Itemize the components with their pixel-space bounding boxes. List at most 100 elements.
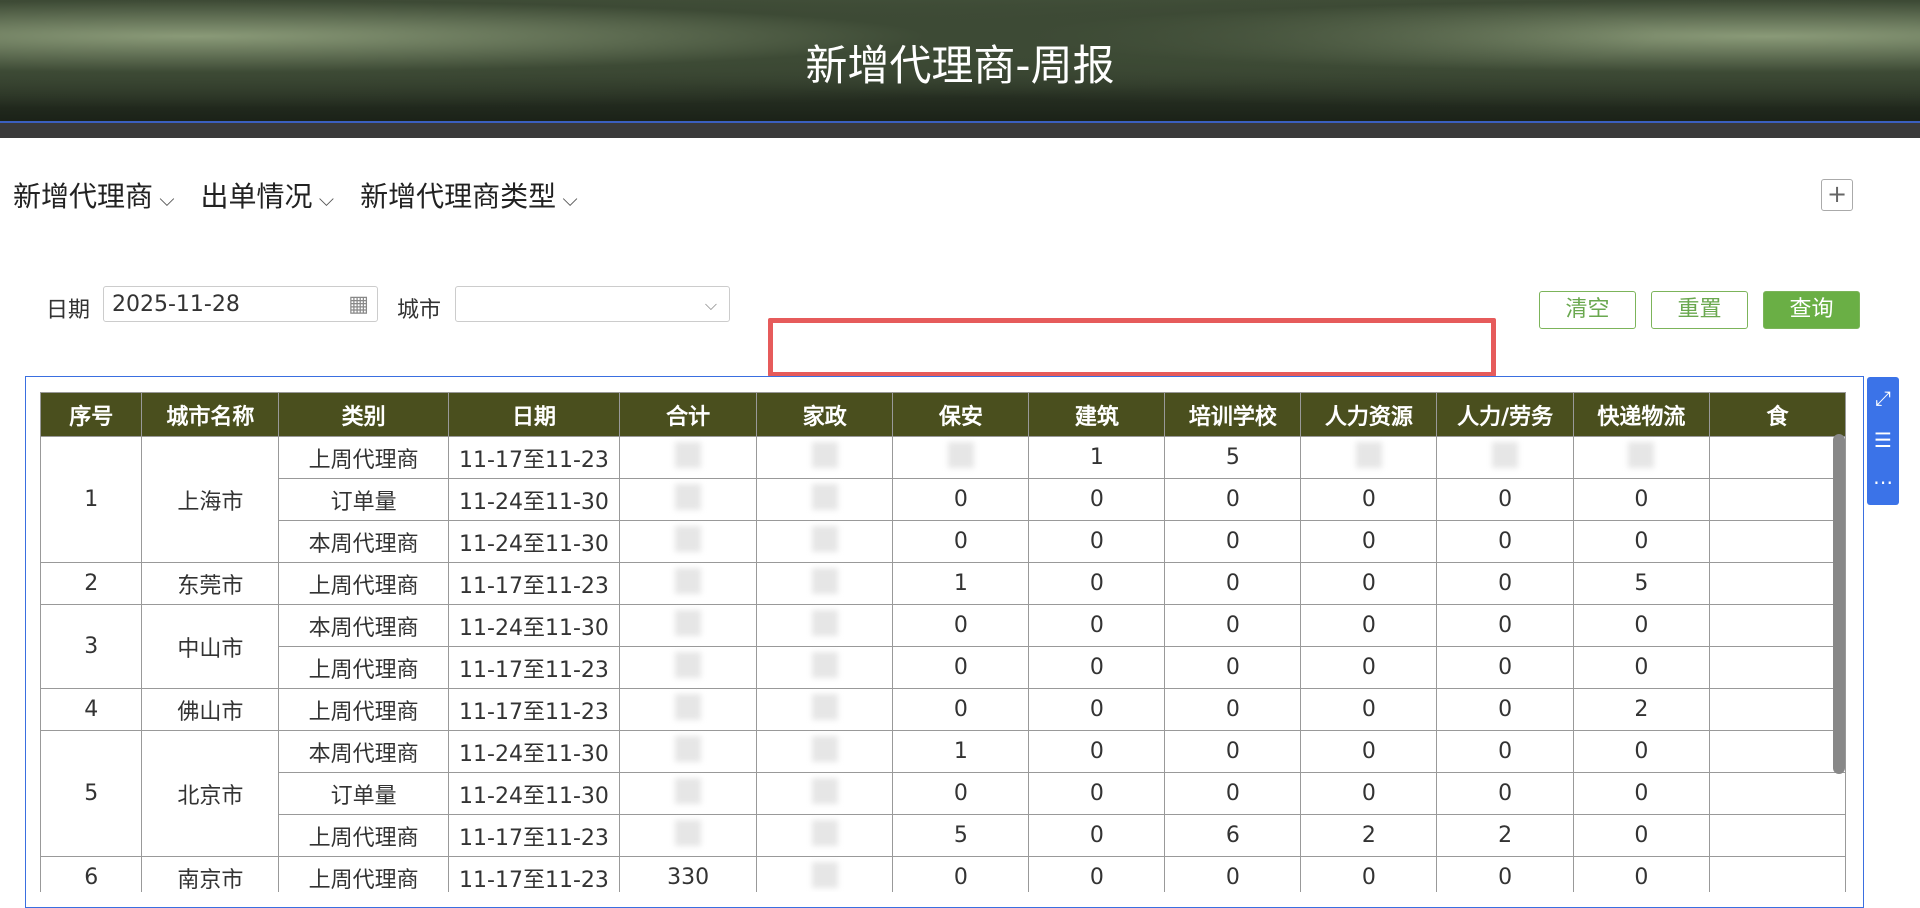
table-row: 2 东莞市 上周代理商 11-17至11-23 1 0 0 0 0 5: [40, 562, 1846, 605]
cell: 0: [1300, 562, 1438, 605]
cell: [1708, 856, 1846, 892]
cell: 0: [1164, 730, 1302, 773]
redacted-cell: [619, 688, 758, 731]
cell: [1708, 562, 1846, 605]
city-cell: 东莞市: [141, 562, 280, 605]
tab[interactable]: 新增代理商: [13, 175, 175, 215]
blur: [675, 693, 702, 720]
blur: [811, 441, 838, 468]
cell: 11-24至11-30: [447, 520, 621, 563]
band: [0, 123, 1920, 138]
column-header: 家政: [756, 392, 894, 437]
cell: 0: [1572, 520, 1710, 563]
blur: [811, 525, 838, 552]
redacted-cell: [756, 772, 894, 815]
cell: [1708, 646, 1846, 689]
cell: [1708, 688, 1846, 731]
redacted-cell: [756, 436, 894, 479]
cell: 2: [1572, 688, 1710, 731]
tab[interactable]: 出单情况: [201, 175, 335, 215]
reset-button[interactable]: 重置: [1651, 291, 1748, 329]
blur: [675, 777, 702, 804]
blur: [675, 735, 702, 762]
cell: 0: [1436, 772, 1574, 815]
cell: 11-24至11-30: [447, 730, 621, 773]
banner: 新增代理商-周报: [0, 0, 1920, 123]
add-button[interactable]: +: [1821, 179, 1853, 211]
index-cell: 2: [40, 562, 143, 605]
page-title: 新增代理商-周报: [805, 41, 1115, 90]
blur: [1355, 441, 1382, 468]
cell: 0: [1164, 688, 1302, 731]
redacted-cell: [756, 688, 894, 731]
cell: 订单量: [278, 772, 449, 815]
cell: 0: [1164, 562, 1302, 605]
redacted-cell: [756, 604, 894, 647]
blur: [675, 567, 702, 594]
cell: 0: [1436, 856, 1574, 892]
table-wrap: 序号 城市名称 类别 日期 合计 家政 保安 建筑 培训学校 人力资源 人力/劳务 快递物流食 1 上海市…: [40, 392, 1846, 892]
column-header: 食: [1708, 392, 1846, 437]
scrollbar[interactable]: [1833, 434, 1845, 774]
cell: 本周代理商: [278, 520, 449, 563]
cell: 0: [892, 520, 1030, 563]
city-cell: 中山市: [141, 604, 280, 689]
cell: 330: [619, 856, 758, 892]
page: 新增代理商-周报 新增代理商 出单情况 新增代理商类型 + 日期 2025-11…: [0, 0, 1920, 887]
cell: 0: [1436, 520, 1574, 563]
cell: 0: [1572, 604, 1710, 647]
blur: [811, 567, 838, 594]
redacted-cell: [756, 730, 894, 773]
date-value: 2025-11-28: [112, 292, 240, 317]
side-toolbar[interactable]: ⤢ ☰ ⋯: [1867, 377, 1899, 505]
cell: 1: [892, 562, 1030, 605]
cell: 0: [1028, 730, 1166, 773]
cell: 上周代理商: [278, 856, 449, 892]
tab[interactable]: 新增代理商类型: [360, 175, 578, 215]
column-header: 城市名称: [141, 392, 280, 437]
cell: 0: [1164, 772, 1302, 815]
cell: 0: [1572, 478, 1710, 521]
clear-button[interactable]: 清空: [1539, 291, 1636, 329]
cell: [1708, 772, 1846, 815]
cell: 0: [1300, 646, 1438, 689]
redacted-cell: [619, 730, 758, 773]
cell: 0: [1436, 604, 1574, 647]
blur: [811, 609, 838, 636]
redacted-cell: [892, 436, 1030, 479]
blur: [811, 651, 838, 678]
blur: [675, 525, 702, 552]
redacted-cell: [756, 814, 894, 857]
cell: 0: [1028, 562, 1166, 605]
cell: [1708, 604, 1846, 647]
blur: [811, 735, 838, 762]
cell: 0: [1028, 814, 1166, 857]
blur: [811, 861, 838, 888]
cell: 11-17至11-23: [447, 814, 621, 857]
redacted-cell: [756, 520, 894, 563]
cell: 1: [1028, 436, 1166, 479]
cell: 0: [892, 646, 1030, 689]
table-row: 上周代理商 11-17至11-23 5 0 6 2 2 0: [41, 814, 1846, 857]
redacted-cell: [1300, 436, 1438, 479]
date-input[interactable]: 2025-11-28 ▦: [103, 286, 378, 322]
column-header: 人力资源: [1300, 392, 1438, 437]
date-label: 日期: [46, 298, 91, 323]
city-select[interactable]: ⌵: [455, 286, 730, 322]
table-row: 1 上海市 上周代理商 11-17至11-23 1 5: [40, 436, 1846, 563]
table-row: 订单量 11-24至11-30 0 0 0 0 0 0: [41, 478, 1846, 521]
query-button[interactable]: 查询: [1763, 291, 1860, 329]
cell: 0: [1572, 856, 1710, 892]
header-row: 序号 城市名称 类别 日期 合计 家政 保安 建筑 培训学校 人力资源 人力/劳务 快递物流食: [40, 392, 1846, 437]
cell: [1708, 730, 1846, 773]
blur: [947, 441, 974, 468]
cell: 11-24至11-30: [447, 604, 621, 647]
blur: [811, 819, 838, 846]
cell: 本周代理商: [278, 604, 449, 647]
cell: 5: [1164, 436, 1302, 479]
blur: [811, 483, 838, 510]
blur: [1628, 441, 1655, 468]
cell: 0: [1572, 646, 1710, 689]
cell: 11-17至11-23: [447, 562, 621, 605]
redacted-cell: [1436, 436, 1574, 479]
